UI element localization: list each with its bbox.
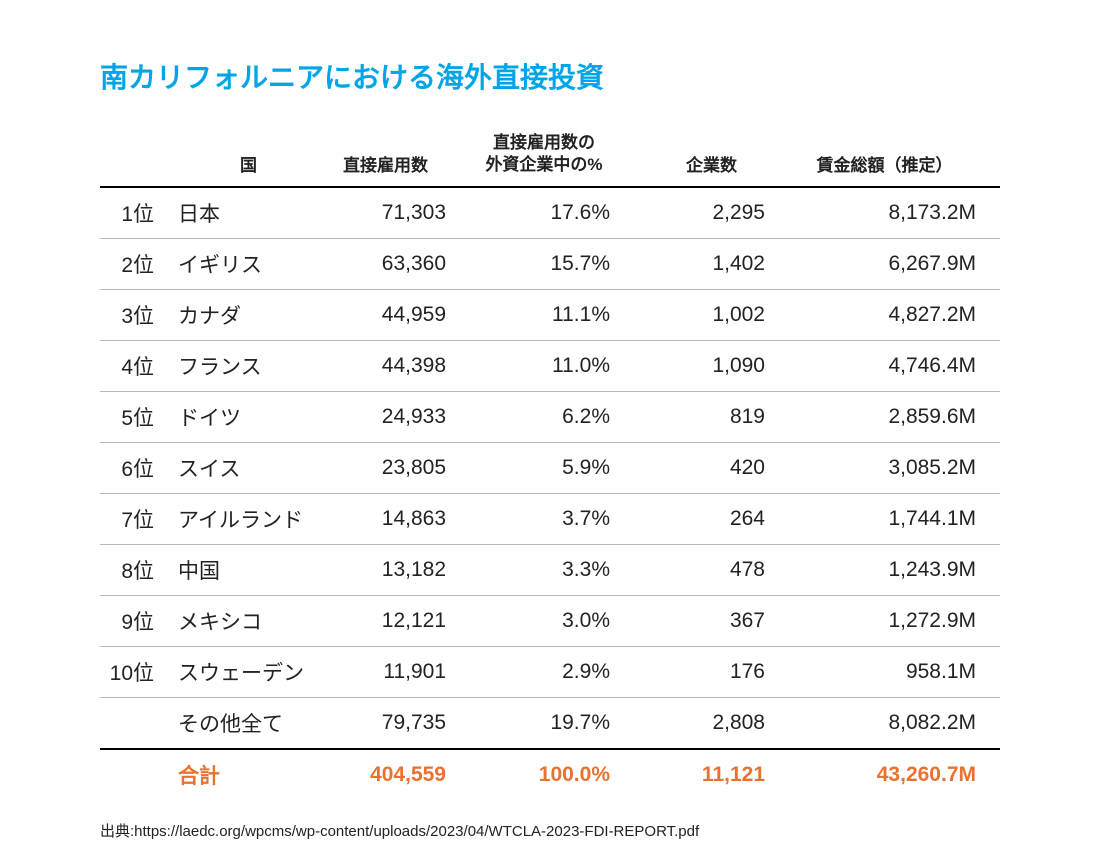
cell-employment: 14,863 [325,494,478,545]
cell-companies: 1,002 [658,290,793,341]
cell-employment: 404,559 [325,749,478,800]
cell-employment: 24,933 [325,392,478,443]
table-row: 8位中国13,1823.3%4781,243.9M [100,545,1000,596]
cell-employment: 71,303 [325,187,478,239]
cell-companies: 367 [658,596,793,647]
cell-percent: 5.9% [478,443,658,494]
cell-rank: 10位 [100,647,172,698]
cell-employment: 44,398 [325,341,478,392]
source-citation: 出典:https://laedc.org/wpcms/wp-content/up… [100,820,1000,841]
cell-country: 日本 [172,187,325,239]
cell-rank [100,698,172,750]
cell-percent: 19.7% [478,698,658,750]
table-row: 合計404,559100.0%11,12143,260.7M [100,749,1000,800]
cell-country: イギリス [172,239,325,290]
cell-percent: 3.7% [478,494,658,545]
cell-country: ドイツ [172,392,325,443]
cell-employment: 63,360 [325,239,478,290]
cell-rank: 6位 [100,443,172,494]
cell-country: その他全て [172,698,325,750]
header-percent-line2: 外資企業中の% [485,155,602,174]
table-row: その他全て79,73519.7%2,8088,082.2M [100,698,1000,750]
header-employment: 直接雇用数 [325,132,478,187]
table-row: 4位フランス44,39811.0%1,0904,746.4M [100,341,1000,392]
cell-wages: 958.1M [793,647,1000,698]
cell-companies: 2,295 [658,187,793,239]
cell-country: カナダ [172,290,325,341]
cell-companies: 1,090 [658,341,793,392]
cell-companies: 264 [658,494,793,545]
cell-rank: 4位 [100,341,172,392]
cell-employment: 44,959 [325,290,478,341]
cell-percent: 15.7% [478,239,658,290]
cell-wages: 1,744.1M [793,494,1000,545]
cell-companies: 819 [658,392,793,443]
table-row: 5位ドイツ24,9336.2%8192,859.6M [100,392,1000,443]
header-country: 国 [172,132,325,187]
cell-employment: 13,182 [325,545,478,596]
cell-companies: 2,808 [658,698,793,750]
table-row: 6位スイス23,8055.9%4203,085.2M [100,443,1000,494]
cell-wages: 6,267.9M [793,239,1000,290]
cell-wages: 4,746.4M [793,341,1000,392]
cell-companies: 420 [658,443,793,494]
cell-employment: 23,805 [325,443,478,494]
header-row: 国 直接雇用数 直接雇用数の 外資企業中の% 企業数 賃金総額（推定） [100,132,1000,187]
cell-country: メキシコ [172,596,325,647]
cell-employment: 11,901 [325,647,478,698]
cell-country: フランス [172,341,325,392]
table-row: 10位スウェーデン11,9012.9%176958.1M [100,647,1000,698]
cell-rank [100,749,172,800]
cell-wages: 43,260.7M [793,749,1000,800]
cell-percent: 100.0% [478,749,658,800]
header-companies: 企業数 [658,132,793,187]
cell-rank: 9位 [100,596,172,647]
cell-rank: 2位 [100,239,172,290]
cell-percent: 17.6% [478,187,658,239]
table-row: 7位アイルランド14,8633.7%2641,744.1M [100,494,1000,545]
cell-wages: 1,243.9M [793,545,1000,596]
cell-employment: 79,735 [325,698,478,750]
table-row: 3位カナダ44,95911.1%1,0024,827.2M [100,290,1000,341]
cell-country: 合計 [172,749,325,800]
fdi-table: 国 直接雇用数 直接雇用数の 外資企業中の% 企業数 賃金総額（推定） 1位日本… [100,132,1000,800]
header-percent-line1: 直接雇用数の [493,133,595,152]
header-rank [100,132,172,187]
cell-country: アイルランド [172,494,325,545]
cell-rank: 1位 [100,187,172,239]
cell-percent: 2.9% [478,647,658,698]
cell-employment: 12,121 [325,596,478,647]
cell-wages: 4,827.2M [793,290,1000,341]
header-wages: 賃金総額（推定） [793,132,1000,187]
cell-country: スイス [172,443,325,494]
table-row: 1位日本71,30317.6%2,2958,173.2M [100,187,1000,239]
table-body: 1位日本71,30317.6%2,2958,173.2M2位イギリス63,360… [100,187,1000,800]
cell-companies: 1,402 [658,239,793,290]
table-row: 9位メキシコ12,1213.0%3671,272.9M [100,596,1000,647]
header-percent: 直接雇用数の 外資企業中の% [478,132,658,187]
cell-wages: 2,859.6M [793,392,1000,443]
cell-rank: 7位 [100,494,172,545]
cell-percent: 3.0% [478,596,658,647]
cell-rank: 5位 [100,392,172,443]
page-title: 南カリフォルニアにおける海外直接投資 [100,56,1000,96]
cell-companies: 478 [658,545,793,596]
cell-wages: 8,082.2M [793,698,1000,750]
cell-rank: 3位 [100,290,172,341]
cell-wages: 1,272.9M [793,596,1000,647]
cell-companies: 11,121 [658,749,793,800]
cell-country: 中国 [172,545,325,596]
cell-wages: 8,173.2M [793,187,1000,239]
cell-rank: 8位 [100,545,172,596]
cell-percent: 11.0% [478,341,658,392]
cell-country: スウェーデン [172,647,325,698]
cell-percent: 11.1% [478,290,658,341]
cell-percent: 3.3% [478,545,658,596]
cell-wages: 3,085.2M [793,443,1000,494]
table-row: 2位イギリス63,36015.7%1,4026,267.9M [100,239,1000,290]
cell-companies: 176 [658,647,793,698]
cell-percent: 6.2% [478,392,658,443]
